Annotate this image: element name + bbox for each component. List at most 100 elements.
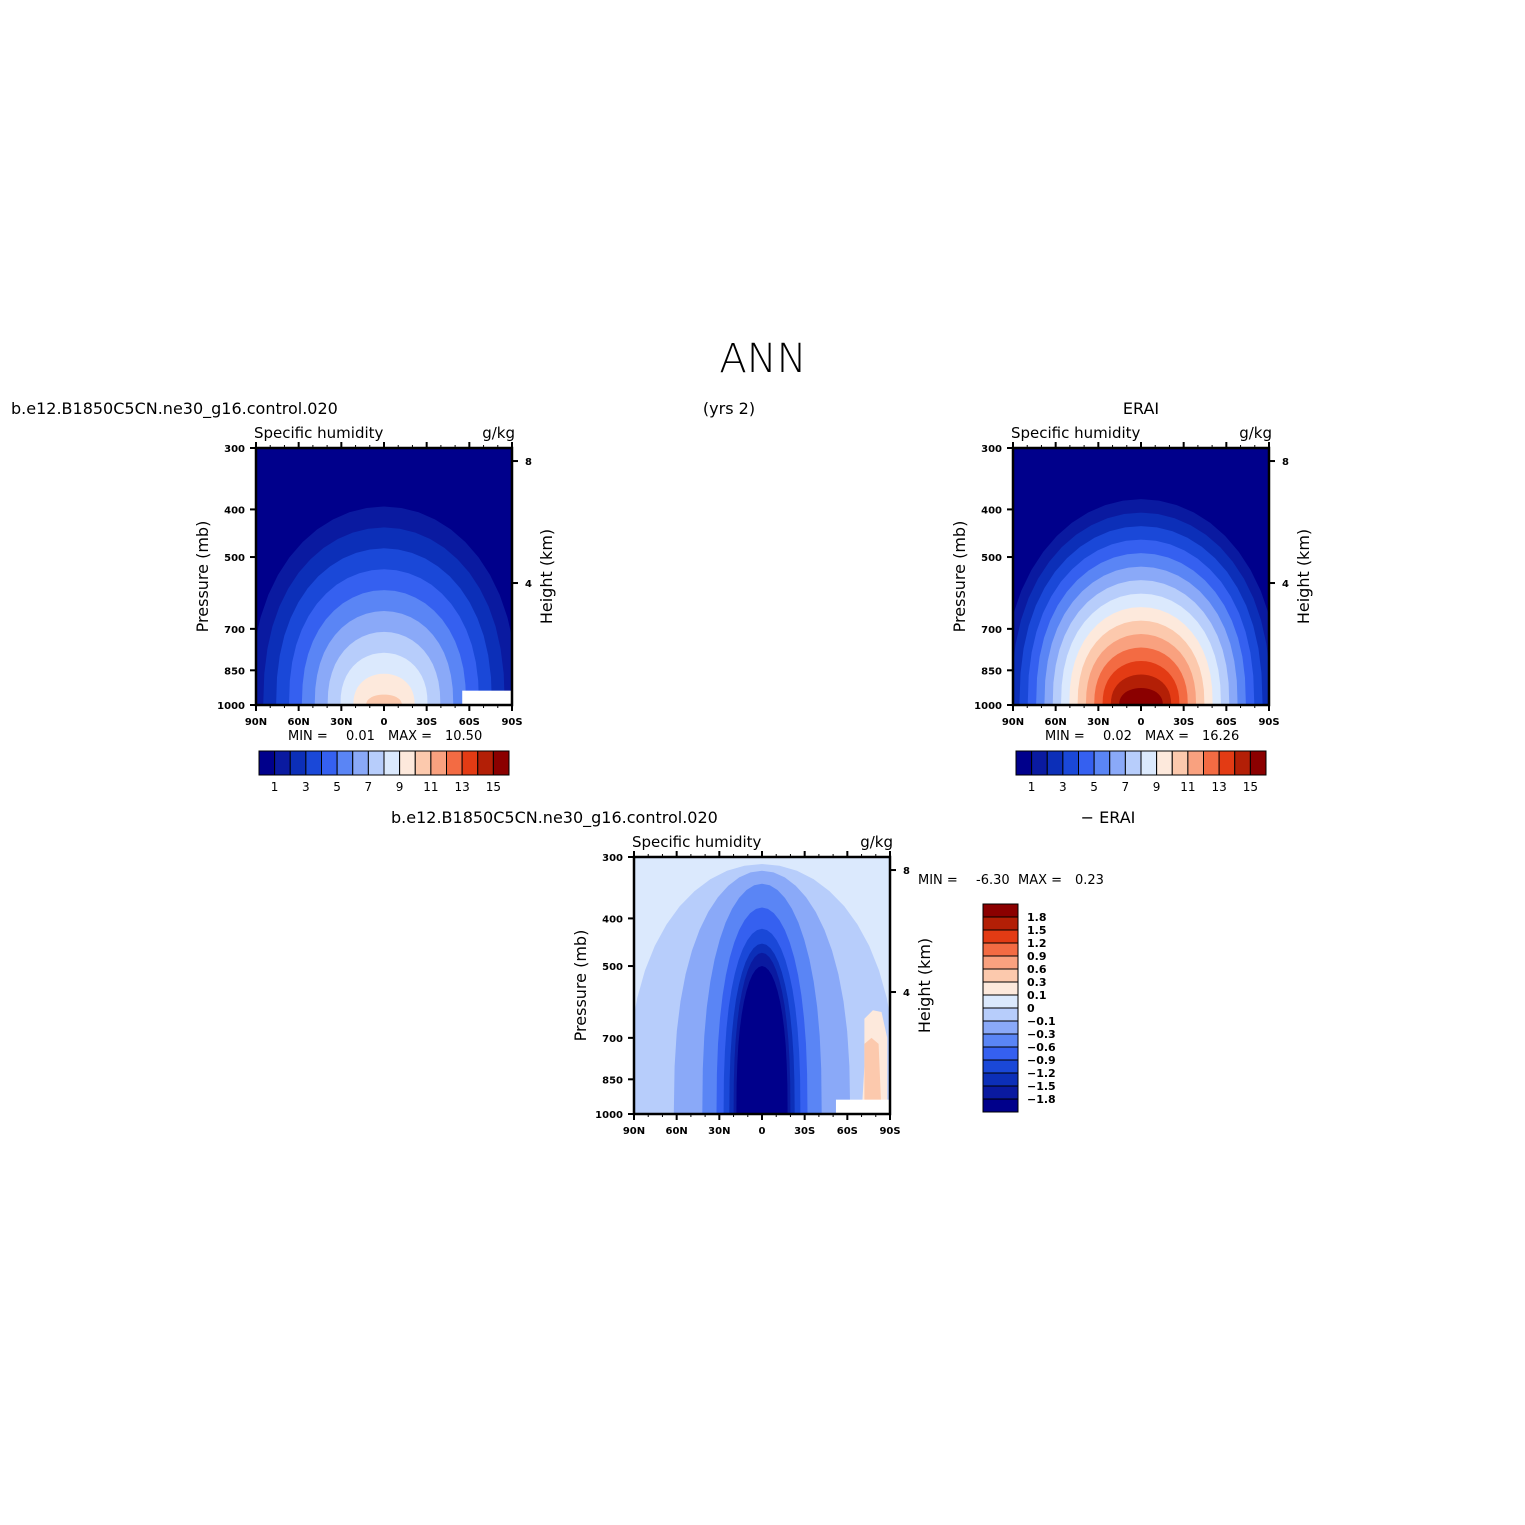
colorbar-box	[1124, 750, 1142, 776]
colorbar-box	[446, 750, 463, 776]
x-tick-label: 60S	[459, 717, 480, 728]
colorbar-label: 0.6	[1027, 963, 1047, 976]
colorbar-box	[982, 903, 1019, 918]
x-tick-label: 90S	[501, 717, 522, 728]
colorbar-box	[1109, 750, 1126, 776]
y-axis-label-right: Height (km)	[537, 529, 556, 624]
colorbar-box	[982, 955, 1019, 970]
figure-title: ANN	[719, 336, 806, 382]
colorbar-box	[336, 750, 354, 776]
y-tick-label: 850	[224, 666, 245, 677]
panel-obs-title: ERAI	[1123, 399, 1159, 418]
x-tick-label: 90S	[879, 1126, 900, 1137]
min-label: MIN =	[918, 873, 958, 888]
contour-fill	[256, 448, 512, 705]
missing-data-mask	[835, 1099, 890, 1114]
colorbar-box	[982, 1098, 1019, 1113]
colorbar-label: 1.8	[1027, 911, 1047, 924]
colorbar-label: −1.8	[1027, 1093, 1056, 1106]
panel-difference: 90N 60N 30N 0 30S 60S 90S 300 400 500 700 850 1000 8 4…	[571, 833, 1104, 1137]
y-tick-label: 700	[602, 1034, 623, 1045]
colorbar-box	[982, 1007, 1019, 1022]
colorbar-box	[1140, 750, 1158, 776]
colorbar-box	[982, 1020, 1019, 1035]
x-tick-label: 0	[1138, 717, 1145, 728]
y-tick-label: 1000	[974, 701, 1002, 712]
y-axis-label-right: Height (km)	[915, 938, 934, 1033]
right-tick-label: 8	[525, 457, 532, 468]
colorbar-box	[1031, 750, 1048, 776]
colorbar-box	[1046, 750, 1064, 776]
x-tick-label: 30N	[708, 1126, 730, 1137]
colorbar-box	[1187, 750, 1204, 776]
colorbar-label: 9	[396, 780, 404, 794]
x-tick-label: 60N	[288, 717, 310, 728]
panel-diff-title-right: − ERAI	[1081, 808, 1136, 827]
colorbar-box	[352, 750, 369, 776]
right-string: g/kg	[1239, 424, 1272, 442]
y-tick-label: 1000	[217, 701, 245, 712]
y-tick-label: 500	[602, 962, 623, 973]
colorbar-box	[982, 1085, 1019, 1100]
y-tick-label: 1000	[595, 1110, 623, 1121]
x-tick-label: 0	[759, 1126, 766, 1137]
colorbar-label: 9	[1153, 780, 1161, 794]
min-label: MIN =	[1045, 729, 1085, 744]
panel-model: 90N 60N 30N 0 30S 60S 90S 300 400 500 700 850 1000 8 4…	[193, 424, 556, 794]
colorbar-box	[1171, 750, 1189, 776]
left-string: Specific humidity	[632, 833, 762, 851]
x-tick-label: 60N	[666, 1126, 688, 1137]
colorbar-box	[430, 750, 447, 776]
contour-fill	[634, 857, 890, 1114]
colorbar-label: −1.5	[1027, 1080, 1056, 1093]
max-label: MAX =	[388, 729, 432, 744]
min-value: 0.02	[1103, 729, 1132, 744]
colorbar-box	[1093, 750, 1111, 776]
contour-level	[736, 966, 788, 1114]
colorbar-label: 11	[423, 780, 438, 794]
y-axis-label: Pressure (mb)	[193, 521, 212, 633]
panel-diff-title: b.e12.B1850C5CN.ne30_g16.control.020	[391, 808, 718, 828]
colorbar-box	[982, 1046, 1019, 1061]
colorbar-box	[982, 1033, 1019, 1048]
colorbar-box	[289, 750, 307, 776]
y-axis-label-right: Height (km)	[1294, 529, 1313, 624]
right-string: g/kg	[482, 424, 515, 442]
left-string: Specific humidity	[254, 424, 384, 442]
colorbar-label: 1	[1028, 780, 1036, 794]
max-label: MAX =	[1145, 729, 1189, 744]
colorbar-box	[982, 1059, 1019, 1074]
colorbar-box	[982, 916, 1019, 931]
panel-model-title: b.e12.B1850C5CN.ne30_g16.control.020	[11, 399, 338, 419]
y-tick-label: 300	[602, 853, 623, 864]
min-label: MIN =	[288, 729, 328, 744]
colorbar-box	[982, 1072, 1019, 1087]
x-tick-label: 60S	[837, 1126, 858, 1137]
y-axis-label: Pressure (mb)	[571, 930, 590, 1042]
x-tick-label: 60N	[1045, 717, 1067, 728]
colorbar-label: −0.3	[1027, 1028, 1056, 1041]
max-value: 0.23	[1075, 873, 1104, 888]
right-string: g/kg	[860, 833, 893, 851]
right-tick-label: 4	[1282, 579, 1289, 590]
colorbar-label: −0.1	[1027, 1015, 1056, 1028]
colorbar-label: −0.9	[1027, 1054, 1056, 1067]
colorbar-box	[1015, 750, 1033, 776]
colorbar-box	[1234, 750, 1251, 776]
colorbar-box	[1203, 750, 1220, 776]
colorbar-box	[982, 942, 1019, 957]
x-tick-label: 90S	[1258, 717, 1279, 728]
y-tick-label: 850	[602, 1075, 623, 1086]
y-tick-label: 300	[224, 444, 245, 455]
x-tick-label: 30S	[794, 1126, 815, 1137]
missing-data-mask	[462, 690, 512, 705]
colorbar-box	[982, 929, 1019, 944]
max-value: 10.50	[445, 729, 482, 744]
colorbar-box	[982, 968, 1019, 983]
contour-level	[353, 673, 415, 705]
colorbar-label: 15	[1243, 780, 1258, 794]
contour-level	[864, 1037, 882, 1114]
colorbar-box	[305, 750, 322, 776]
x-tick-label: 30N	[1087, 717, 1109, 728]
